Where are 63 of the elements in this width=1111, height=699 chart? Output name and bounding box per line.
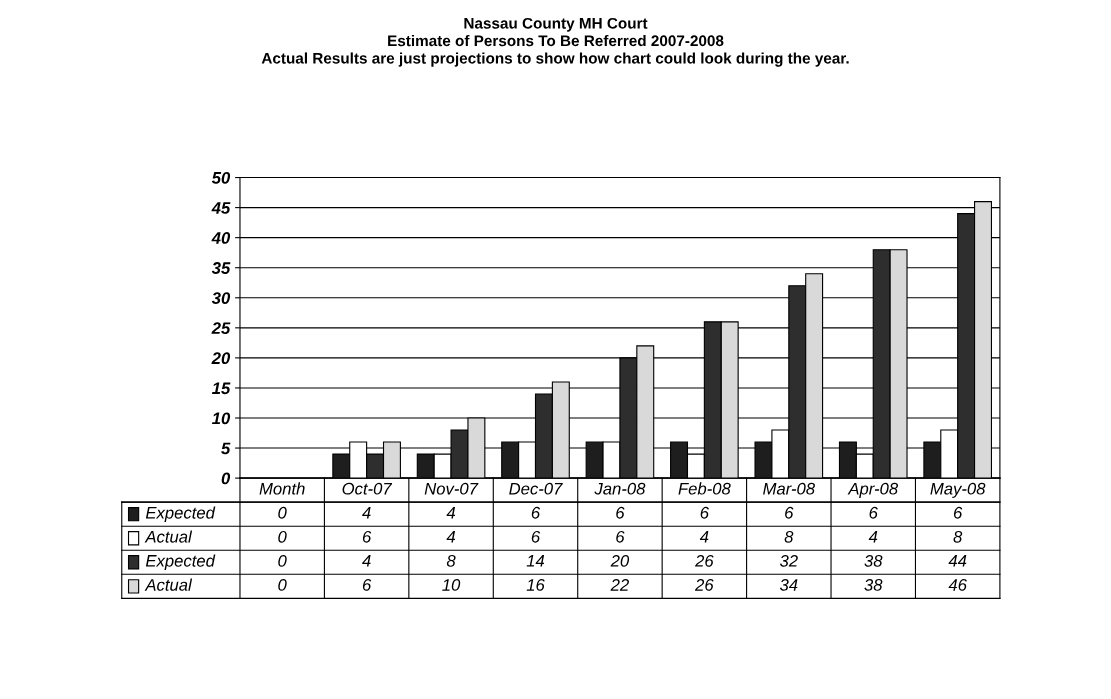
data-label: 6 bbox=[531, 506, 541, 519]
data-label: 46 bbox=[948, 578, 967, 591]
y-tick-label: 15 bbox=[211, 382, 231, 395]
data-label: 32 bbox=[779, 554, 798, 567]
data-label: 44 bbox=[948, 555, 967, 567]
data-label: 4 bbox=[446, 531, 456, 543]
x-tick-label: Jan-08 bbox=[594, 482, 646, 495]
x-tick-label: Feb-08 bbox=[678, 482, 731, 495]
data-label: 8 bbox=[784, 530, 794, 543]
data-label: 8 bbox=[446, 554, 456, 567]
y-tick-label: 35 bbox=[211, 262, 231, 274]
x-tick-label: May-08 bbox=[930, 482, 986, 498]
legend-label: Expected bbox=[145, 506, 216, 522]
data-label: 14 bbox=[526, 555, 545, 567]
y-tick-label: 45 bbox=[211, 202, 231, 214]
data-label: 6 bbox=[616, 506, 625, 519]
data-label: 26 bbox=[695, 554, 714, 567]
x-tick-label: Dec-07 bbox=[509, 482, 563, 495]
legend-label: Actual bbox=[144, 578, 193, 591]
data-label: 4 bbox=[362, 507, 371, 519]
data-label: 38 bbox=[864, 554, 883, 567]
y-tick-label: 0 bbox=[221, 472, 231, 485]
data-label: 0 bbox=[278, 554, 287, 567]
data-label: 6 bbox=[700, 506, 710, 519]
y-tick-label: 10 bbox=[211, 412, 231, 425]
chart-title: Nassau County MH Court bbox=[464, 17, 648, 32]
text: Actual Results are just projections to show how chart could look during the year. bbox=[261, 52, 849, 67]
data-label: 4 bbox=[699, 531, 709, 543]
data-label: 0 bbox=[278, 530, 287, 543]
data-label: 22 bbox=[610, 578, 629, 591]
x-tick-label: Month bbox=[259, 482, 305, 495]
data-label: 10 bbox=[442, 578, 461, 591]
data-label: 4 bbox=[868, 531, 878, 543]
data-label: 20 bbox=[610, 554, 630, 567]
data-label: 6 bbox=[869, 506, 878, 519]
data-label: 6 bbox=[616, 530, 625, 543]
legend-label: Actual bbox=[144, 530, 193, 543]
x-tick-label: Nov-07 bbox=[424, 482, 479, 495]
x-tick-label: Mar-08 bbox=[763, 482, 815, 495]
data-label: 16 bbox=[526, 578, 545, 591]
y-tick-label: 40 bbox=[211, 232, 231, 244]
y-tick-label: 30 bbox=[211, 292, 231, 304]
data-label: 34 bbox=[779, 578, 798, 591]
data-label: 0 bbox=[278, 506, 287, 519]
y-tick-label: 25 bbox=[211, 322, 231, 335]
data-label: 8 bbox=[953, 530, 963, 543]
data-label: 26 bbox=[695, 578, 714, 591]
data-label: 6 bbox=[362, 578, 372, 591]
data-label: 38 bbox=[864, 578, 883, 591]
y-tick-label: 5 bbox=[221, 442, 231, 455]
x-tick-label: Apr-08 bbox=[847, 482, 899, 498]
y-tick-label: 50 bbox=[211, 171, 231, 184]
data-label: 0 bbox=[278, 578, 287, 591]
data-label: 6 bbox=[953, 506, 963, 519]
data-label: 4 bbox=[446, 507, 456, 519]
legend-label: Expected bbox=[145, 554, 216, 571]
data-label: 6 bbox=[785, 506, 794, 519]
data-label: 6 bbox=[531, 530, 541, 543]
data-label: 6 bbox=[362, 530, 372, 543]
y-tick-label: 20 bbox=[211, 352, 231, 365]
data-label: 4 bbox=[362, 555, 371, 567]
chart-subtitle: Estimate of Persons To Be Referred 2007-2008 bbox=[388, 34, 724, 47]
x-tick-label: Oct-07 bbox=[342, 482, 393, 495]
